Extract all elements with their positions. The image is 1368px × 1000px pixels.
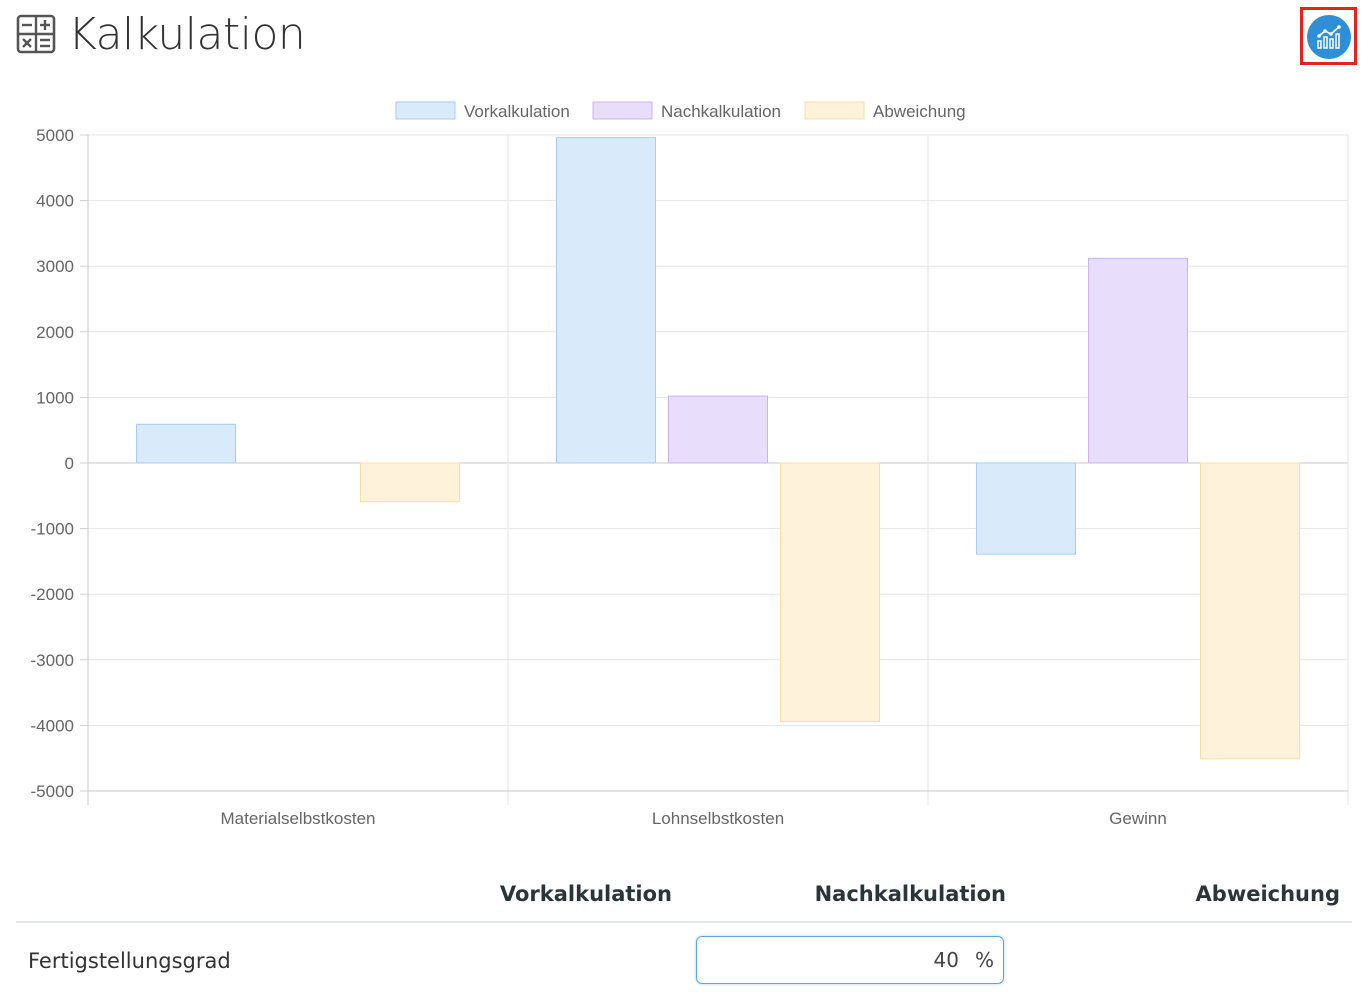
y-tick-label: 0: [65, 454, 74, 473]
bar-chart: 5000 4000 3000 2000 1000 0 -1000 -2000 -3000 -400…: [31, 101, 1349, 828]
y-tick-label: -5000: [31, 782, 74, 801]
percent-unit: %: [975, 948, 995, 972]
y-tick-label: -1000: [31, 520, 74, 539]
bar-vorkalkulation-gewinn: [976, 462, 1076, 555]
legend-label-abweichung: Abweichung: [873, 102, 966, 121]
bar-abweichung-materialselbstkosten: [360, 462, 460, 503]
calculation-table: Vorkalkulation Nachkalkulation Abweichun…: [0, 860, 1368, 1000]
page-title: Kalkulation: [68, 9, 306, 60]
y-tick-label: 3000: [36, 257, 74, 276]
bar-vorkalkulation-lohnselbstkosten: [556, 137, 656, 464]
legend-label-vorkalkulation: Vorkalkulation: [464, 102, 570, 121]
column-header-nachkalkulation: Nachkalkulation: [814, 882, 1006, 906]
x-tick-label: Gewinn: [1109, 809, 1167, 828]
bar-nachkalkulation-gewinn: [1088, 257, 1188, 464]
x-tick-label: Materialselbstkosten: [221, 809, 376, 828]
y-tick-label: 4000: [36, 192, 74, 211]
chart-analytics-icon: [1317, 25, 1341, 49]
chart-toggle-highlight: [1300, 7, 1357, 65]
page-header: Kalkulation: [0, 0, 1368, 72]
calculation-chart: 5000 4000 3000 2000 1000 0 -1000 -2000 -3000 -400…: [0, 90, 1368, 840]
column-header-abweichung: Abweichung: [1195, 882, 1340, 906]
legend-label-nachkalkulation: Nachkalkulation: [661, 102, 781, 121]
y-tick-label: -3000: [31, 651, 74, 670]
bar-vorkalkulation-materialselbstkosten: [136, 423, 236, 464]
header-divider: [16, 921, 1352, 923]
y-tick-label: 1000: [36, 388, 74, 407]
y-tick-label: 2000: [36, 323, 74, 342]
legend-swatch-abweichung: [804, 101, 865, 120]
y-tick-label: 5000: [36, 126, 74, 145]
legend-swatch-nachkalkulation: [592, 101, 653, 120]
bar-abweichung-lohnselbstkosten: [780, 462, 880, 722]
y-tick-label: -2000: [31, 585, 74, 604]
x-tick-label: Lohnselbstkosten: [652, 809, 784, 828]
legend-swatch-vorkalkulation: [395, 101, 456, 120]
bar-abweichung-gewinn: [1200, 462, 1300, 760]
completion-percent-field: %: [696, 936, 1004, 984]
column-header-vorkalkulation: Vorkalkulation: [499, 882, 672, 906]
y-tick-label: -4000: [31, 716, 74, 735]
calculator-icon: [16, 14, 56, 54]
chart-toggle-button[interactable]: [1307, 15, 1351, 59]
completion-percent-input[interactable]: [707, 943, 959, 977]
bar-nachkalkulation-lohnselbstkosten: [668, 395, 768, 464]
row-label-fertigstellungsgrad: Fertigstellungsgrad: [28, 949, 231, 973]
